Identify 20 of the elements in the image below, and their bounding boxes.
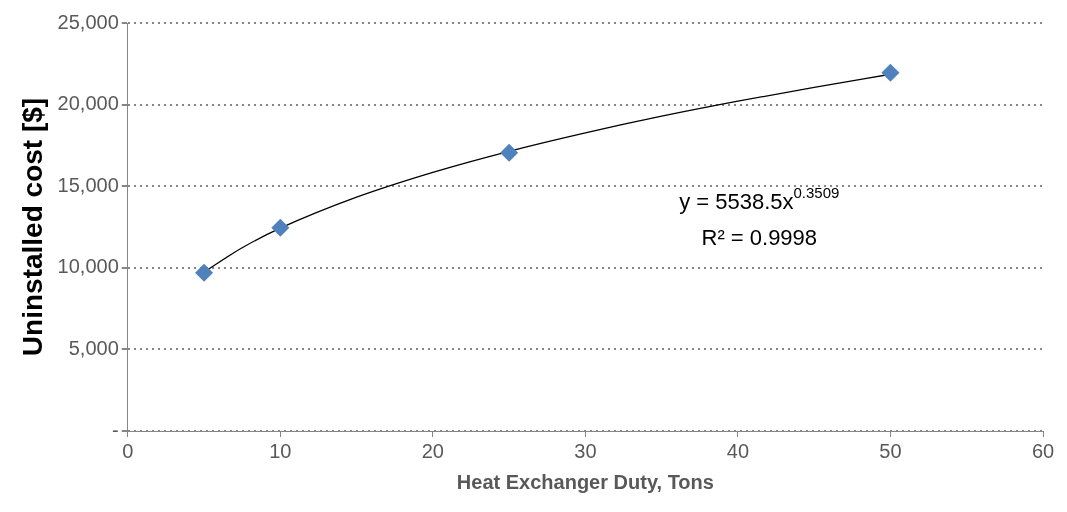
x-tick-label: 50 bbox=[879, 439, 902, 462]
y-tick-label: 10,000 bbox=[57, 255, 119, 278]
x-tick-label: 40 bbox=[726, 439, 750, 462]
x-axis-title: Heat Exchanger Duty, Tons bbox=[456, 470, 714, 493]
y-axis-title: Uninstalled cost [$] bbox=[16, 97, 48, 357]
y-tick-label: 5,000 bbox=[68, 336, 119, 359]
x-tick-label: 20 bbox=[421, 439, 444, 462]
y-tick-label: 15,000 bbox=[57, 173, 119, 196]
x-tick-label: 10 bbox=[269, 439, 292, 462]
annotation: R² = 0.9998 bbox=[701, 224, 818, 250]
x-tick-label: 30 bbox=[574, 439, 597, 462]
y-tick-label: - bbox=[112, 418, 119, 441]
point bbox=[271, 218, 290, 237]
x-tick-label: 0 bbox=[122, 439, 134, 462]
y-tick-label: 20,000 bbox=[57, 92, 119, 115]
point bbox=[881, 63, 900, 82]
point bbox=[500, 143, 519, 162]
y-tick-label: 25,000 bbox=[57, 10, 119, 33]
x-tick-label: 60 bbox=[1031, 439, 1055, 462]
point bbox=[195, 263, 214, 282]
